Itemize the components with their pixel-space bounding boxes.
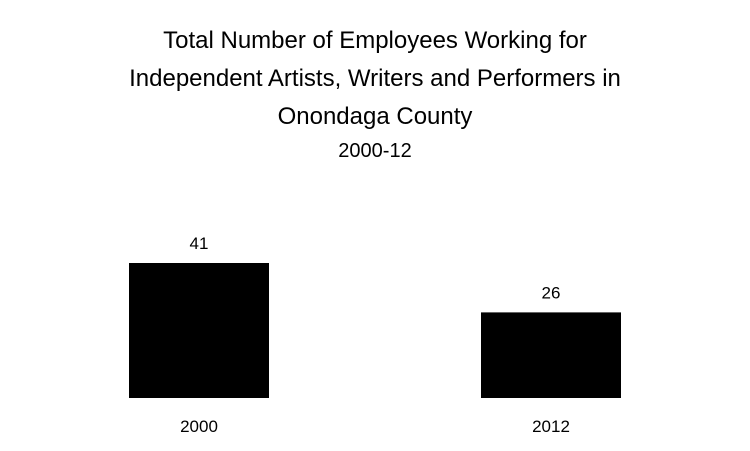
chart-subtitle: 2000-12 [338, 140, 412, 162]
chart-title: Total Number of Employees Working for In… [0, 22, 750, 166]
x-tick-label-2012: 2012 [532, 417, 570, 436]
data-label-2000: 41 [190, 234, 209, 253]
bar-2012 [481, 312, 621, 398]
bar-2000 [129, 263, 269, 398]
chart-title-line-1: Total Number of Employees Working for [163, 27, 587, 54]
x-tick-label-2000: 2000 [180, 417, 218, 436]
chart-title-line-2: Independent Artists, Writers and Perform… [129, 65, 621, 92]
data-label-2012: 26 [542, 283, 561, 302]
chart-title-line-3: Onondaga County [277, 103, 473, 130]
